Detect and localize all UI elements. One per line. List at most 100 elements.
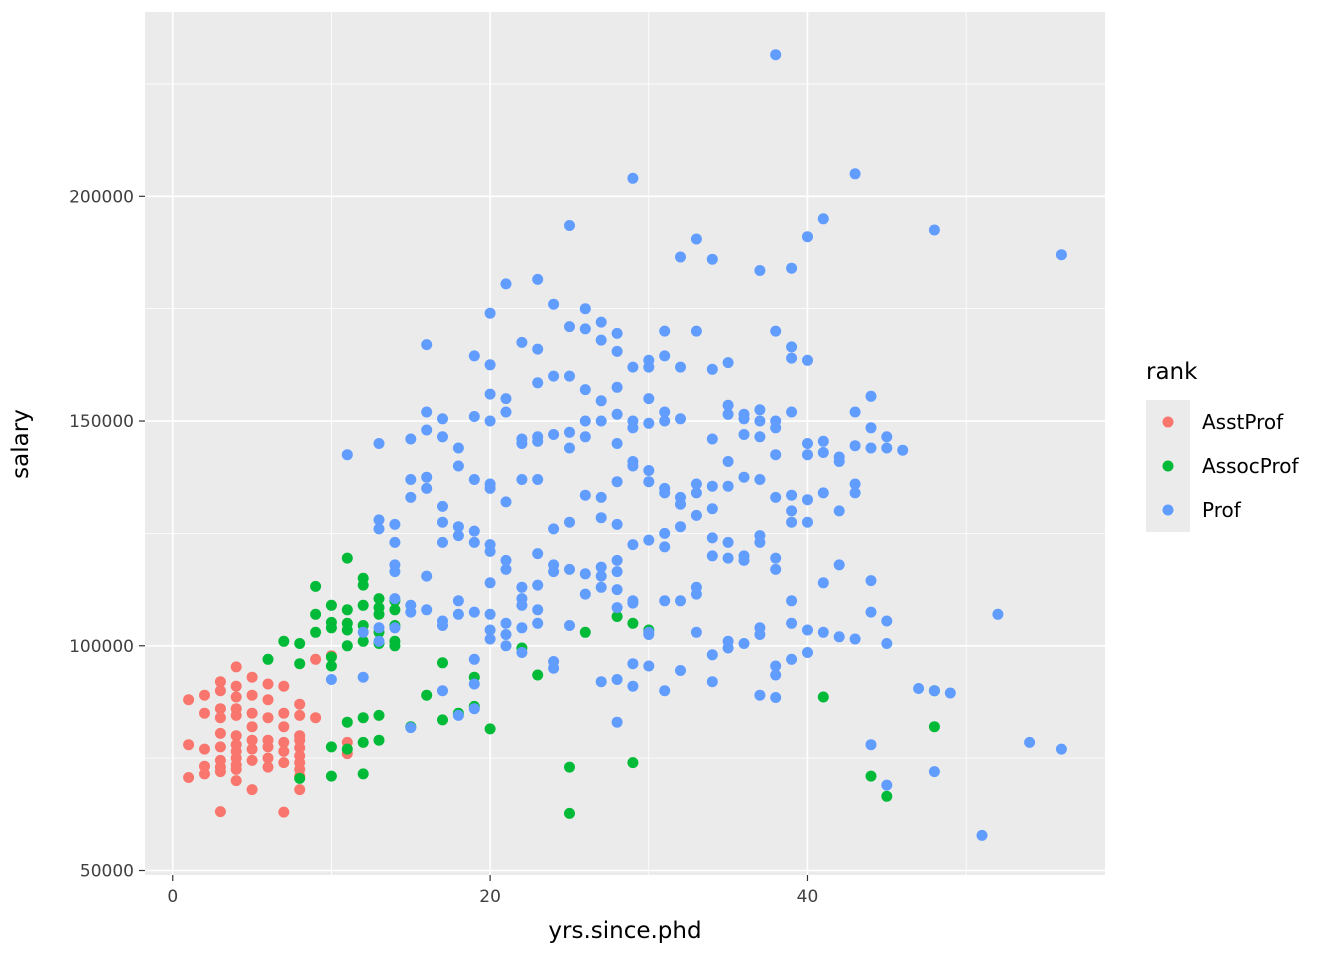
data-point-prof: [865, 575, 877, 587]
data-point-asstprof: [278, 707, 290, 719]
data-point-prof: [690, 325, 702, 337]
data-point-prof: [706, 532, 718, 544]
data-point-prof: [722, 552, 734, 564]
data-point-prof: [706, 503, 718, 515]
data-point-prof: [437, 516, 448, 528]
data-point-prof: [770, 563, 782, 575]
data-point-prof: [500, 629, 512, 640]
data-point-prof: [405, 606, 417, 618]
data-point-assocprof: [341, 552, 353, 564]
data-point-prof: [690, 487, 702, 499]
data-point-prof: [500, 406, 512, 418]
data-point-asstprof: [278, 680, 290, 692]
data-point-prof: [786, 341, 798, 353]
data-point-assocprof: [437, 714, 448, 726]
data-point-prof: [611, 674, 623, 685]
data-point-prof: [437, 431, 448, 443]
data-point-assocprof: [341, 640, 353, 652]
data-point-prof: [690, 626, 702, 638]
legend-entry-prof: Prof: [1146, 488, 1242, 532]
data-point-prof: [659, 595, 671, 607]
data-point-asstprof: [199, 768, 210, 780]
data-point-prof: [611, 584, 623, 596]
data-point-prof: [643, 361, 655, 373]
data-point-prof: [627, 658, 639, 670]
data-point-prof: [786, 352, 798, 364]
data-point-asstprof: [214, 806, 226, 818]
data-point-prof: [722, 456, 734, 467]
data-point-assocprof: [325, 741, 337, 753]
data-point-prof: [405, 491, 417, 503]
data-point-prof: [484, 388, 496, 400]
data-point-prof: [405, 433, 417, 445]
data-point-prof: [389, 622, 401, 634]
data-point-prof: [595, 334, 607, 346]
data-point-prof: [611, 566, 623, 578]
data-point-assocprof: [341, 716, 353, 728]
data-point-prof: [817, 447, 829, 458]
data-point-prof: [643, 629, 655, 640]
data-point-prof: [484, 482, 496, 494]
data-point-prof: [786, 516, 798, 528]
data-point-prof: [770, 449, 782, 461]
data-point-prof: [579, 568, 591, 580]
data-point-prof: [532, 435, 544, 447]
data-point-prof: [500, 278, 512, 290]
data-point-assocprof: [357, 736, 369, 748]
data-point-prof: [595, 512, 607, 524]
data-point-prof: [389, 566, 401, 578]
data-point-prof: [643, 393, 655, 405]
data-point-prof: [484, 545, 496, 557]
data-point-prof: [373, 635, 385, 647]
data-point-prof: [532, 548, 544, 560]
data-point-prof: [405, 722, 417, 734]
data-point-prof: [611, 438, 623, 449]
data-point-prof: [564, 620, 575, 631]
data-point-assocprof: [310, 626, 322, 638]
data-point-prof: [643, 476, 655, 488]
data-point-prof: [881, 431, 893, 443]
data-point-prof: [770, 669, 782, 681]
data-point-prof: [437, 620, 448, 631]
legend: rank AsstProf AssocProf Prof: [1146, 359, 1299, 532]
data-point-prof: [627, 361, 639, 373]
data-point-prof: [770, 491, 782, 503]
data-point-assocprof: [627, 757, 639, 769]
data-point-prof: [341, 449, 353, 461]
data-point-assocprof: [881, 790, 893, 802]
data-point-prof: [595, 561, 607, 573]
data-point-prof: [643, 417, 655, 429]
data-point-prof: [849, 440, 861, 452]
legend-entry-assocprof: AssocProf: [1146, 444, 1299, 488]
data-point-prof: [786, 489, 798, 501]
data-point-prof: [706, 676, 718, 688]
data-point-assocprof: [373, 593, 385, 605]
data-point-prof: [468, 536, 480, 548]
data-point-prof: [627, 597, 639, 609]
data-point-asstprof: [214, 727, 226, 739]
data-point-prof: [675, 251, 686, 263]
data-point-prof: [516, 647, 528, 658]
data-point-prof: [690, 478, 702, 490]
data-point-prof: [849, 478, 861, 490]
data-point-asstprof: [214, 676, 226, 688]
data-point-prof: [595, 395, 607, 407]
data-point-asstprof: [246, 689, 258, 701]
data-point-prof: [500, 496, 512, 508]
data-point-prof: [532, 604, 544, 616]
data-point-prof: [421, 482, 433, 494]
data-point-prof: [421, 604, 433, 616]
data-point-prof: [468, 525, 480, 537]
data-point-prof: [452, 595, 464, 607]
data-point-assocprof: [262, 653, 274, 665]
data-point-prof: [484, 359, 496, 371]
data-point-prof: [659, 415, 671, 427]
data-point-prof: [817, 213, 829, 225]
data-point-assocprof: [579, 626, 591, 638]
data-point-prof: [516, 474, 528, 485]
data-point-prof: [833, 559, 845, 571]
data-point-prof: [833, 456, 845, 467]
data-point-prof: [579, 431, 591, 443]
data-point-assocprof: [325, 651, 337, 663]
data-point-prof: [928, 766, 940, 778]
